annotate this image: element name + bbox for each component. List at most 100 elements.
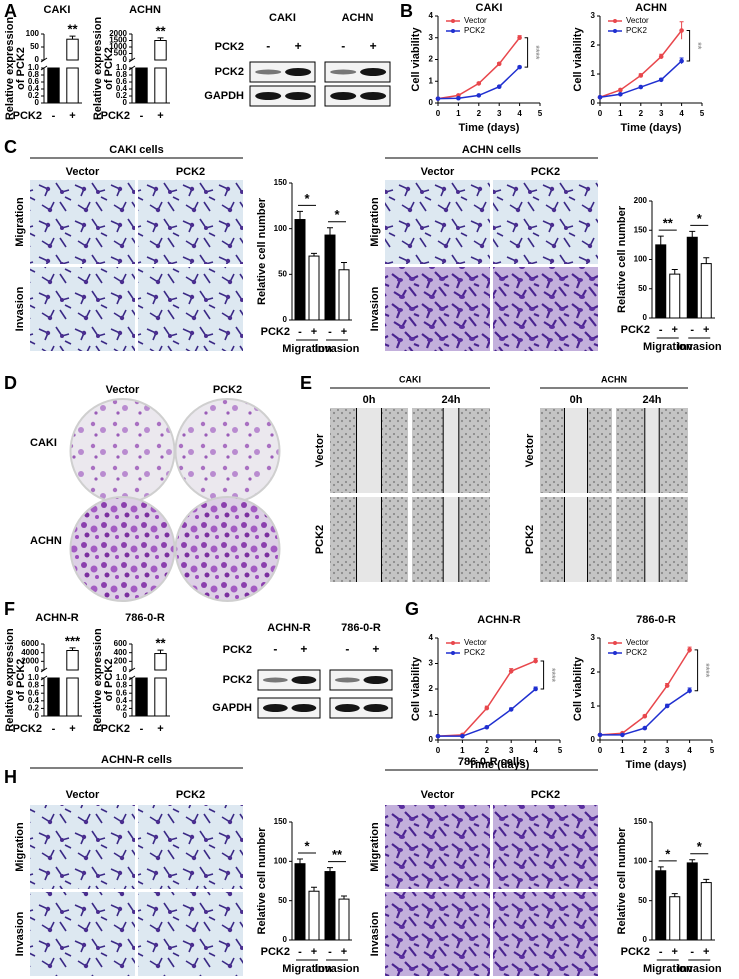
bar [655,870,667,941]
panel-letter: A [4,1,17,21]
x-tick-label: 2 [643,746,648,755]
series-label: + [311,946,317,958]
x-tick-label: - [140,723,144,735]
panel-letter: D [4,373,17,393]
data-point [597,94,603,100]
legend-label: PCK2 [464,26,485,35]
bar [338,269,350,321]
data-point [476,93,482,98]
significance-label: * [665,846,671,861]
blot-band [330,69,357,75]
row-label: Vector [314,433,326,467]
series-label: + [672,946,678,958]
y-tick-label: 600 [114,639,128,648]
blot-band [255,92,282,100]
x-axis-label: PCK2 [621,324,650,336]
data-point [517,35,522,41]
y-axis-label: Relative cell number [256,197,268,305]
bar [66,677,79,717]
bar [135,677,148,717]
row-label: Migration [369,197,381,247]
significance-label: * [334,207,340,222]
y-tick-label: 1000 [109,42,127,51]
column-label: Vector [66,789,100,801]
column-label: 24h [442,394,461,406]
error-bar [703,257,710,264]
x-axis-label: PCK2 [261,946,290,958]
image-group-title: ACHN cells [462,144,521,156]
y-tick-label: 100 [26,29,40,38]
y-tick-label: 0.6 [28,77,40,86]
panel-letter: B [400,1,413,21]
error-bar [671,893,678,897]
row-label: Invasion [369,286,381,331]
blot-band [285,92,312,100]
data-point [496,84,502,89]
x-tick-label: 5 [710,746,715,755]
x-axis-label: Time (days) [459,122,520,134]
microscopy-image [30,805,135,889]
column-label: PCK2 [176,166,205,178]
legend-marker [613,651,617,655]
data-point [658,54,664,59]
row-label: Migration [369,822,381,872]
data-point [679,58,684,64]
series-label: + [341,326,347,338]
y-tick-label: 0 [35,711,40,720]
x-tick-label: 2 [639,109,644,118]
blot-strip [249,61,316,83]
y-tick-label: 0.2 [116,91,128,100]
lane-label: - [345,642,349,656]
bar [338,898,350,941]
x-tick-label: Migration [282,963,332,975]
row-label: Invasion [14,911,26,956]
y-tick-label: 0.6 [116,688,128,697]
band-label: GAPDH [204,90,244,102]
bar [308,890,320,941]
x-tick-label: - [140,110,144,122]
y-tick-label: 50 [278,269,287,278]
panel-letter: C [4,137,17,157]
legend-marker [451,651,455,655]
y-tick-label: 1 [591,69,596,78]
significance-label: ** [155,636,166,651]
significance-label: ** [663,216,674,231]
x-tick-label: 4 [687,746,692,755]
error-bar [341,895,347,900]
column-label: Vector [421,166,455,178]
significance-label: **** [701,663,711,678]
y-tick-label: 150 [274,817,288,826]
y-tick-label: 2000 [109,29,127,38]
x-tick-label: + [69,723,75,735]
y-tick-label: 400 [114,648,128,657]
row-label: Migration [14,197,26,247]
data-point [687,688,692,693]
data-point [496,61,502,67]
data-point [476,81,482,86]
legend-label: Vector [464,16,487,25]
legend-label: PCK2 [626,648,647,657]
bar-upper [66,650,79,671]
significance-label: * [697,211,703,226]
y-tick-label: 0 [643,313,648,322]
x-tick-label: 5 [538,109,543,118]
blot-strip [257,669,321,691]
x-tick-label: 5 [700,109,705,118]
band-label: GAPDH [212,702,252,714]
series-label: - [328,946,332,958]
y-axis-label: Relative expression [92,17,104,121]
row-label: Vector [524,433,536,467]
error-bar [69,647,76,651]
colony-plate [69,496,176,602]
row-label: PCK2 [524,525,536,554]
series-line [437,37,521,100]
y-tick-label: 0 [283,315,288,324]
series-label: - [328,326,332,338]
bar-upper [154,40,167,61]
x-tick-label: Migration [643,341,693,353]
y-tick-label: 100 [274,856,288,865]
data-point [435,733,441,739]
y-tick-label: 0 [123,711,128,720]
error-bar [157,37,164,41]
